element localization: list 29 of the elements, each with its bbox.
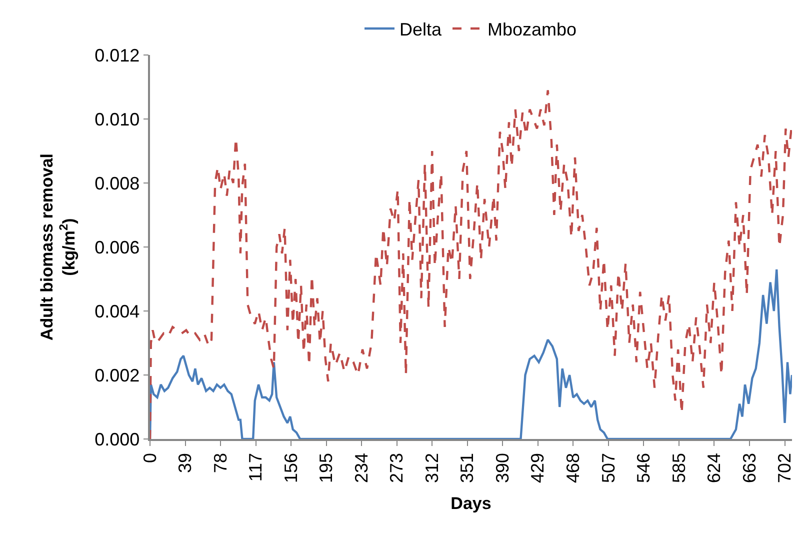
x-tick-label: 390 — [492, 452, 512, 483]
y-tick-label: 0.006 — [94, 237, 140, 258]
x-tick-label: 0 — [140, 452, 160, 463]
x-tick-label: 39 — [175, 452, 196, 473]
legend-label: Delta — [400, 20, 443, 40]
x-tick-label: 468 — [563, 452, 584, 483]
y-tick-label: 0.004 — [94, 301, 140, 322]
x-tick-label: 117 — [246, 452, 266, 482]
x-tick-label: 507 — [598, 452, 618, 483]
x-tick-label: 624 — [704, 452, 724, 483]
y-tick-label: 0.010 — [94, 109, 140, 130]
x-tick-label: 195 — [316, 452, 336, 483]
x-tick-label: 702 — [774, 452, 795, 483]
legend-label: Mbozambo — [488, 20, 577, 40]
x-tick-label: 546 — [634, 452, 654, 483]
y-tick-label: 0.012 — [94, 45, 140, 66]
x-tick-label: 585 — [668, 452, 689, 483]
x-tick-label: 273 — [386, 452, 407, 483]
y-tick-label: 0.002 — [94, 365, 140, 386]
x-tick-label: 351 — [457, 452, 478, 483]
y-tick-label: 0.000 — [94, 429, 140, 450]
x-tick-label: 78 — [210, 452, 230, 473]
x-axis-title: Days — [450, 494, 492, 513]
x-tick-label: 156 — [280, 452, 301, 483]
x-tick-label: 663 — [739, 452, 760, 483]
x-tick-label: 429 — [528, 452, 548, 483]
y-tick-label: 0.008 — [94, 173, 140, 194]
x-tick-label: 234 — [351, 452, 372, 483]
x-tick-label: 312 — [422, 452, 442, 483]
